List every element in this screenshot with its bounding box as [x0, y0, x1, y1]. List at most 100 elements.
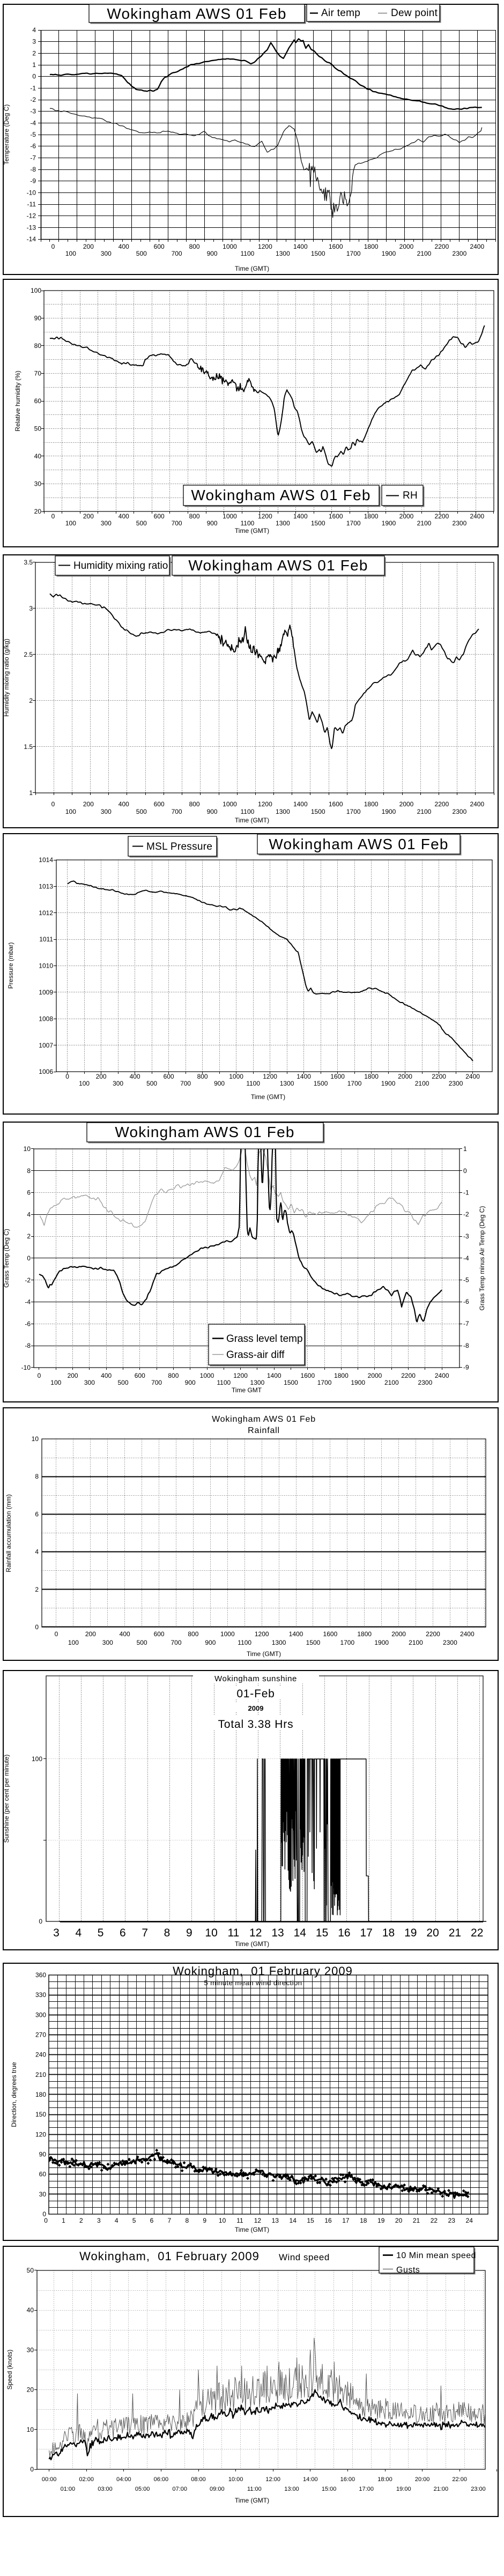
svg-text:Time (GMT): Time (GMT) [235, 265, 269, 272]
svg-text:14: 14 [294, 1927, 307, 1939]
svg-text:08:00: 08:00 [191, 2476, 206, 2483]
svg-text:10: 10 [27, 2426, 34, 2433]
svg-text:2300: 2300 [443, 1639, 457, 1646]
svg-text:20: 20 [395, 2217, 403, 2224]
svg-text:2400: 2400 [470, 800, 484, 808]
svg-text:2200: 2200 [435, 513, 449, 520]
svg-text:1: 1 [62, 2217, 65, 2224]
svg-text:-3: -3 [30, 108, 36, 115]
svg-text:0: 0 [42, 2210, 46, 2218]
svg-text:0: 0 [39, 1918, 42, 1925]
svg-text:700: 700 [172, 808, 182, 815]
svg-text:2300: 2300 [453, 808, 467, 815]
svg-text:2: 2 [27, 1233, 31, 1240]
svg-text:4: 4 [115, 2217, 118, 2224]
svg-text:2400: 2400 [465, 1073, 480, 1080]
svg-text:3: 3 [97, 2217, 101, 2224]
svg-text:Total 3.38 Hrs: Total 3.38 Hrs [218, 1718, 294, 1731]
svg-text:1900: 1900 [381, 1080, 396, 1087]
svg-text:0: 0 [55, 1630, 58, 1638]
svg-text:210: 210 [35, 2071, 46, 2078]
svg-text:200: 200 [68, 1372, 78, 1379]
svg-text:06:00: 06:00 [154, 2476, 169, 2483]
svg-text:1300: 1300 [280, 1080, 294, 1087]
svg-text:2300: 2300 [453, 250, 467, 257]
svg-text:Time (GMT): Time (GMT) [235, 1940, 269, 1948]
svg-text:21: 21 [449, 1927, 461, 1939]
svg-text:Wokingham AWS 01 Feb: Wokingham AWS 01 Feb [212, 1415, 316, 1424]
svg-text:500: 500 [137, 1639, 147, 1646]
svg-text:Humidity mixing ratio (g/kg): Humidity mixing ratio (g/kg) [3, 639, 10, 716]
svg-text:2: 2 [35, 1586, 39, 1593]
svg-text:1: 1 [463, 1145, 467, 1153]
svg-text:12: 12 [254, 2217, 262, 2224]
svg-text:1500: 1500 [284, 1379, 298, 1386]
svg-text:Wokingham AWS 01 Feb: Wokingham AWS 01 Feb [191, 487, 370, 503]
svg-text:90: 90 [39, 2151, 47, 2158]
svg-text:1900: 1900 [382, 808, 396, 815]
svg-text:1600: 1600 [330, 1073, 345, 1080]
svg-text:-8: -8 [25, 1342, 31, 1349]
svg-text:0: 0 [65, 1073, 69, 1080]
svg-text:14:00: 14:00 [303, 2476, 318, 2483]
svg-text:500: 500 [136, 808, 147, 815]
svg-text:1700: 1700 [340, 1639, 354, 1646]
svg-text:22:00: 22:00 [452, 2476, 467, 2483]
svg-text:300: 300 [101, 808, 112, 815]
svg-text:3: 3 [29, 605, 33, 612]
svg-text:20: 20 [426, 1927, 439, 1939]
svg-text:16: 16 [338, 1927, 350, 1939]
svg-text:11: 11 [236, 2217, 243, 2224]
svg-text:Direction, degrees true: Direction, degrees true [10, 2062, 18, 2127]
svg-text:18:00: 18:00 [377, 2476, 392, 2483]
svg-text:Grass-air diff: Grass-air diff [226, 1349, 285, 1361]
svg-text:600: 600 [154, 800, 165, 808]
svg-text:800: 800 [189, 513, 200, 520]
svg-text:01:00: 01:00 [61, 2486, 76, 2492]
svg-text:Pressure (mbar): Pressure (mbar) [7, 942, 14, 989]
svg-text:270: 270 [35, 2031, 46, 2039]
svg-text:150: 150 [35, 2111, 46, 2118]
svg-text:300: 300 [35, 2011, 46, 2018]
svg-text:1700: 1700 [317, 1379, 332, 1386]
svg-text:700: 700 [180, 1080, 191, 1087]
svg-text:900: 900 [207, 250, 218, 257]
svg-text:6: 6 [150, 2217, 154, 2224]
svg-text:Time (GMT): Time (GMT) [251, 1093, 285, 1101]
svg-text:1800: 1800 [364, 513, 379, 520]
svg-text:Time (GMT): Time (GMT) [247, 1650, 281, 1658]
svg-text:Time (GMT): Time (GMT) [235, 2497, 269, 2504]
svg-text:0: 0 [463, 1167, 467, 1175]
svg-text:Grass level temp: Grass level temp [226, 1333, 303, 1345]
svg-text:2100: 2100 [384, 1379, 399, 1386]
svg-text:-10: -10 [27, 189, 36, 196]
svg-text:23: 23 [448, 2217, 456, 2224]
svg-text:100: 100 [65, 519, 76, 527]
svg-text:4: 4 [75, 1927, 81, 1939]
svg-text:01-Feb: 01-Feb [236, 1688, 275, 1700]
svg-text:300: 300 [84, 1379, 95, 1386]
svg-text:1900: 1900 [382, 519, 396, 527]
svg-text:5: 5 [132, 2217, 136, 2224]
svg-text:6: 6 [27, 1189, 31, 1197]
svg-text:1011: 1011 [39, 936, 53, 943]
svg-text:1200: 1200 [255, 1630, 269, 1638]
svg-text:16:00: 16:00 [340, 2476, 355, 2483]
svg-text:360: 360 [35, 1971, 46, 1979]
svg-text:800: 800 [189, 800, 200, 808]
svg-text:2100: 2100 [417, 519, 432, 527]
svg-text:600: 600 [135, 1372, 145, 1379]
svg-text:900: 900 [205, 1639, 216, 1646]
svg-text:Speed (knots): Speed (knots) [6, 2350, 13, 2390]
svg-text:5: 5 [98, 1927, 104, 1939]
svg-text:1400: 1400 [293, 243, 308, 250]
svg-text:10 Min mean speed: 10 Min mean speed [396, 2251, 476, 2260]
svg-text:05:00: 05:00 [135, 2486, 150, 2492]
svg-text:Wokingham AWS 01 Feb: Wokingham AWS 01 Feb [269, 836, 448, 852]
svg-text:1000: 1000 [200, 1372, 214, 1379]
svg-text:-13: -13 [27, 224, 36, 231]
svg-text:400: 400 [118, 243, 129, 250]
svg-text:-11: -11 [27, 201, 36, 208]
svg-text:Humidity mixing ratio: Humidity mixing ratio [73, 560, 168, 571]
svg-text:0: 0 [51, 513, 55, 520]
